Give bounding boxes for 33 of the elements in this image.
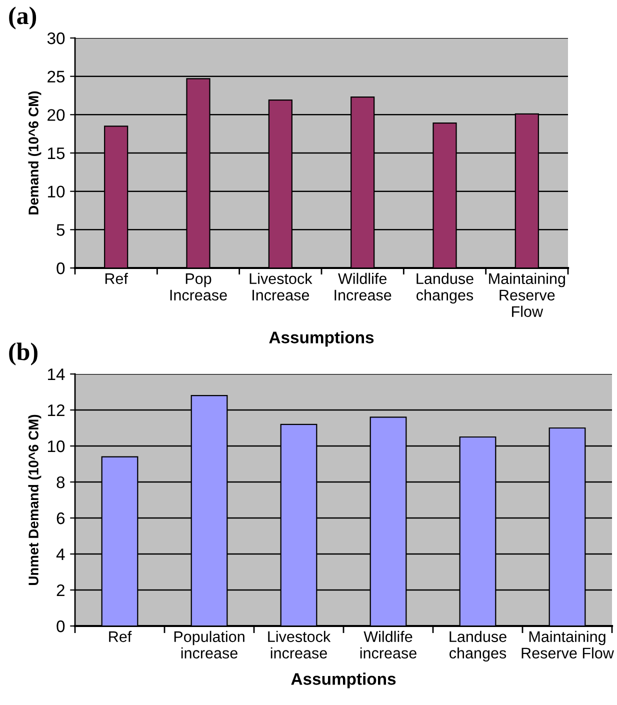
y-tick-label: 10 [48,440,65,452]
y-tick-label: 10 [48,186,65,198]
x-tick-label: Livestock Increase [250,272,312,301]
y-tick-label: 12 [48,404,64,416]
x-axis-title: Assumptions [269,331,374,347]
x-tick-label: Wildlife Increase [334,272,392,301]
y-tick-label: 8 [56,476,65,488]
y-tick-label: 20 [48,109,65,121]
x-axis-title: Assumptions [291,672,396,688]
y-tick-label: 30 [47,32,65,44]
x-tick-label: Population increase [174,630,244,659]
y-tick-label: 2 [56,584,64,596]
x-tick-label: Maintaining Reserve Flow [522,630,614,659]
x-tick-label: Landuse changes [450,630,506,662]
x-tick-label: Ref [109,630,132,642]
y-tick-label: 25 [48,70,65,83]
y-tick-label: 5 [56,224,65,236]
x-tick-label: Maintaining Reserve Flow [489,272,565,317]
x-tick-label: Landuse changes [416,272,474,304]
y-tick-label: 15 [48,148,65,160]
x-tick-label: Livestock increase [268,630,331,659]
chart-title: (b) [9,342,38,366]
y-tick-label: 0 [56,262,65,274]
x-tick-label: Wildlife increase [360,630,416,659]
y-axis-title: Unmet Demand (10^6 CM) [28,414,42,586]
x-tick-label: Pop Increase [170,273,227,301]
x-tick-label: Ref [105,272,128,284]
chart-title: (a) [9,6,36,30]
y-tick-label: 14 [48,368,65,380]
y-axis-title: Demand (10^6 CM) [28,91,42,214]
y-tick-label: 4 [56,548,65,560]
y-tick-label: 0 [56,620,65,632]
y-tick-label: 6 [56,512,65,524]
